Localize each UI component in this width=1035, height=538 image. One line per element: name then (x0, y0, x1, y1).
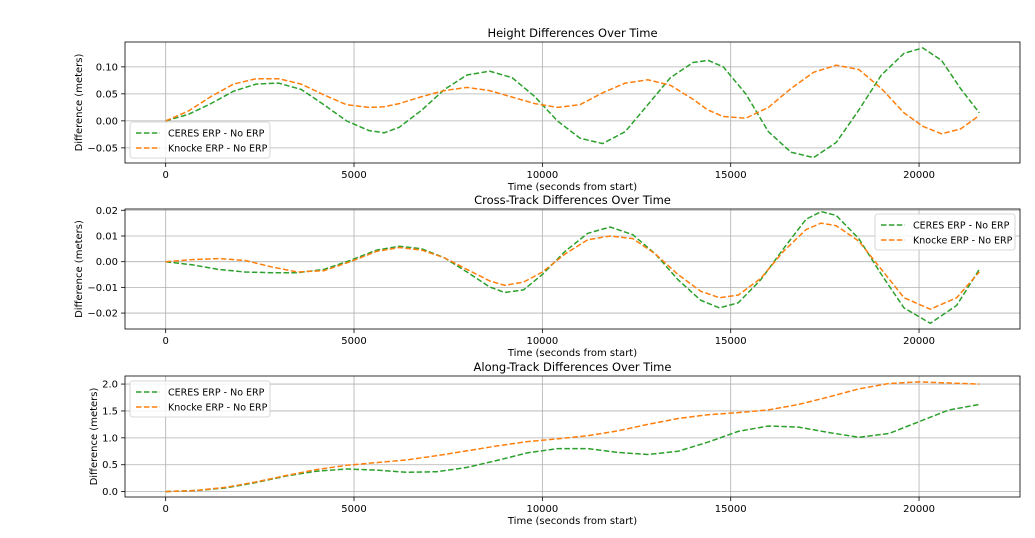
legend: CERES ERP - No ERP Knocke ERP - No ERP (129, 380, 271, 418)
series-line-ceres (165, 403, 980, 493)
legend: CERES ERP - No ERP Knocke ERP - No ERP (874, 213, 1016, 251)
x-axis-label: Time (seconds from start) (507, 182, 637, 193)
series-line-knocke (165, 222, 980, 311)
x-tick-label: 15000 (715, 336, 747, 347)
legend-label: CERES ERP - No ERP (913, 221, 1010, 232)
legend-label: Knocke ERP - No ERP (913, 236, 1013, 247)
series-line-knocke (165, 64, 980, 135)
x-tick-label: 5000 (341, 336, 366, 347)
x-tick-label: 10000 (526, 336, 558, 347)
chart-panel-3: 0 5000 10000 15000 20000 0.0 0.5 1.0 1.5 2.0 Along… (89, 360, 1021, 527)
y-tick-label: 0.05 (96, 89, 118, 100)
x-tick-label: 10000 (526, 504, 558, 515)
y-tick-label: −0.01 (87, 283, 118, 294)
x-tick-label: 0 (162, 504, 168, 515)
x-axis-label: Time (seconds from start) (507, 348, 637, 359)
y-axis-label: Difference (meters) (74, 220, 85, 318)
chart-title: Height Differences Over Time (487, 26, 657, 40)
x-tick-label: 20000 (903, 336, 935, 347)
x-tick-label: 15000 (715, 504, 747, 515)
axes-frame (124, 208, 1021, 330)
y-tick-label: 2.0 (102, 380, 118, 391)
y-tick-label: 0.00 (96, 257, 118, 268)
legend-label: Knocke ERP - No ERP (168, 144, 268, 155)
y-tick-label: 0.01 (96, 231, 118, 242)
x-tick-label: 10000 (526, 170, 558, 181)
y-axis-label: Difference (meters) (74, 53, 85, 151)
y-tick-label: 1.0 (102, 433, 118, 444)
axes-frame (124, 375, 1021, 498)
chart-panel-2: 0 5000 10000 15000 20000 −0.02 −0.01 0.00 0.01 0.… (74, 193, 1021, 359)
y-tick-label: 0.5 (102, 460, 118, 471)
x-tick-label: 0 (162, 170, 168, 181)
y-tick-label: −0.02 (87, 309, 118, 320)
series-line-ceres (165, 47, 980, 159)
legend-box (129, 380, 271, 418)
y-tick-label: −0.05 (87, 143, 118, 154)
chart-panel-1: 0 5000 10000 15000 20000 −0.05 0.00 0.05 0.10 Hei… (74, 26, 1021, 193)
chart-title: Along-Track Differences Over Time (474, 360, 672, 374)
axes-frame (124, 41, 1021, 164)
series-line-ceres (165, 210, 980, 325)
x-tick-label: 5000 (341, 170, 366, 181)
y-tick-label: 0.10 (96, 62, 118, 73)
legend: CERES ERP - No ERP Knocke ERP - No ERP (129, 121, 271, 159)
legend-label: CERES ERP - No ERP (168, 388, 265, 399)
x-axis-label: Time (seconds from start) (507, 516, 637, 527)
y-tick-label: 0.00 (96, 116, 118, 127)
legend-label: CERES ERP - No ERP (168, 129, 265, 140)
y-tick-label: 0.0 (102, 487, 118, 498)
y-axis-label: Difference (meters) (89, 387, 100, 485)
x-tick-label: 20000 (903, 170, 935, 181)
x-tick-label: 0 (162, 336, 168, 347)
legend-box (129, 121, 271, 159)
y-tick-label: 1.5 (102, 406, 118, 417)
chart-title: Cross-Track Differences Over Time (474, 193, 671, 207)
x-tick-label: 5000 (341, 504, 366, 515)
y-tick-label: 0.02 (96, 206, 118, 217)
x-tick-label: 20000 (903, 504, 935, 515)
x-tick-label: 15000 (715, 170, 747, 181)
legend-box (874, 213, 1016, 251)
legend-label: Knocke ERP - No ERP (168, 403, 268, 414)
series-line-knocke (165, 381, 980, 493)
